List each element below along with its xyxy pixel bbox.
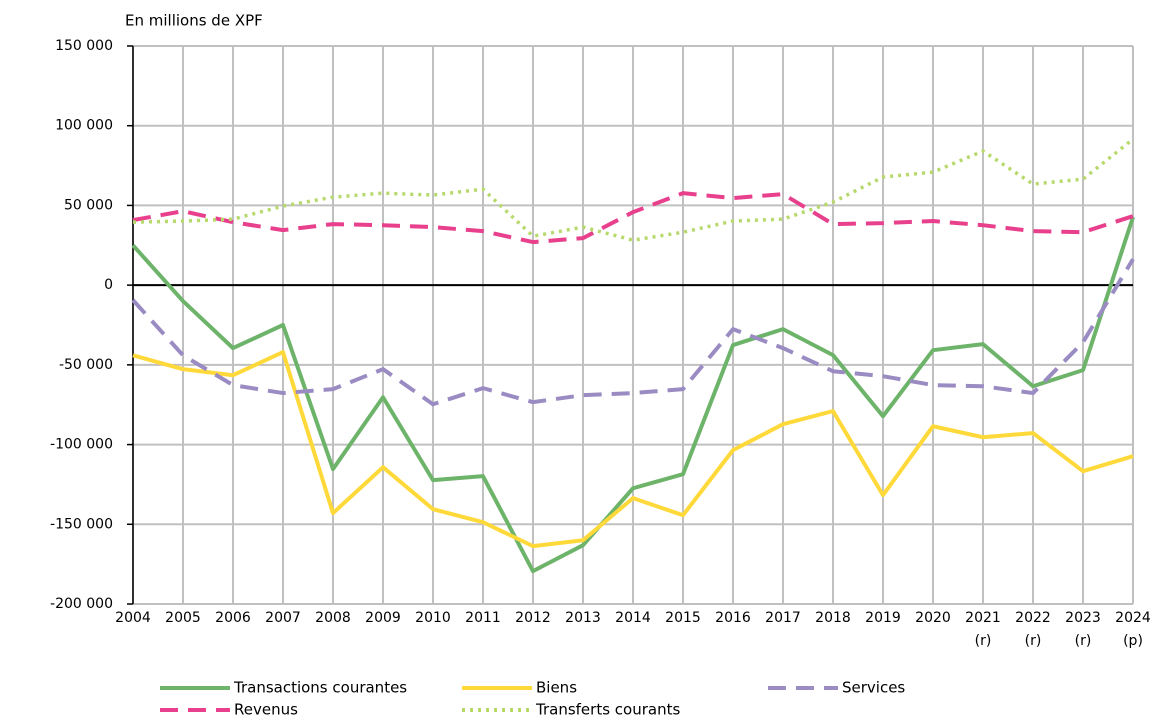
series-line	[132, 350, 1134, 549]
x-tick-label: 2009	[365, 610, 401, 626]
series-line	[132, 137, 1135, 242]
x-tick-label: 2023 (r)	[1065, 610, 1101, 649]
y-tick-label: 50 000	[64, 197, 113, 213]
y-tick-label: 0	[104, 277, 113, 293]
x-tick-label: 2010	[415, 610, 451, 626]
x-tick-label: 2022 (r)	[1015, 610, 1051, 649]
x-tick-label: 2019	[865, 610, 901, 626]
x-tick-label: 2005	[165, 610, 201, 626]
x-tick-label: 2012	[515, 610, 551, 626]
series-line	[132, 191, 1134, 245]
legend-label: Transactions courantes	[233, 679, 407, 697]
legend-label: Revenus	[234, 701, 298, 719]
series-line	[131, 216, 1135, 574]
x-tick-label: 2008	[315, 610, 351, 626]
x-tick-label: 2017	[765, 610, 801, 626]
y-tick-label: -50 000	[59, 357, 113, 373]
x-tick-label: 2018	[815, 610, 851, 626]
y-tick-label: -150 000	[50, 516, 113, 532]
y-tick-label: -200 000	[50, 596, 113, 612]
x-tick-label: 2020	[915, 610, 951, 626]
legend-label: Biens	[536, 679, 577, 697]
x-tick-label: 2006	[215, 610, 251, 626]
x-tick-label: 2024 (p)	[1115, 610, 1151, 649]
axis-unit-label: En millions de XPF	[125, 12, 263, 30]
y-tick-label: 150 000	[55, 38, 113, 54]
legend-label: Services	[842, 679, 905, 697]
x-tick-label: 2013	[565, 610, 601, 626]
x-tick-label: 2014	[615, 610, 651, 626]
y-tick-label: 100 000	[55, 118, 113, 134]
y-tick-label: -100 000	[50, 437, 113, 453]
series-line	[131, 258, 1135, 407]
legend-label: Transferts courants	[535, 701, 680, 719]
x-tick-label: 2021 (r)	[965, 610, 1001, 649]
x-tick-label: 2015	[665, 610, 701, 626]
x-tick-label: 2004	[115, 610, 151, 626]
x-tick-label: 2016	[715, 610, 751, 626]
x-tick-label: 2007	[265, 610, 301, 626]
x-tick-label: 2011	[465, 610, 501, 626]
